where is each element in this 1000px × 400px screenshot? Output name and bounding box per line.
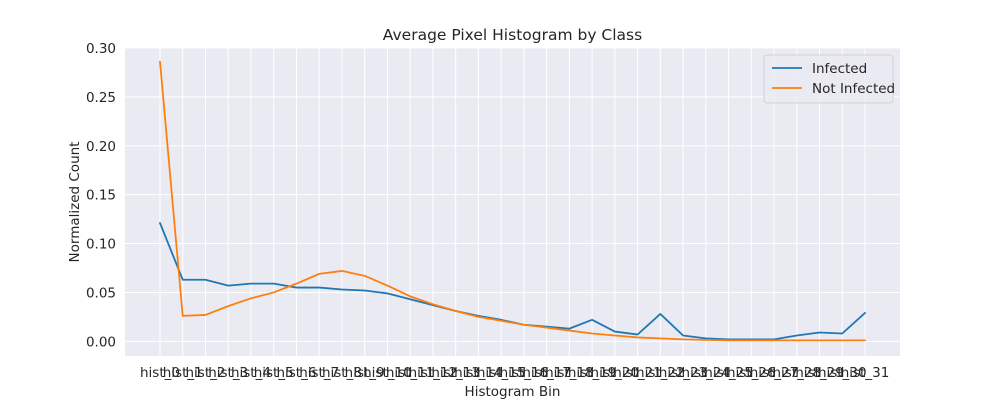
x-tick-labels: hist_0hist_1hist_2hist_3hist_4hist_5hist… bbox=[140, 365, 889, 381]
legend: Infected Not Infected bbox=[763, 54, 895, 104]
x-tick-label: hist_21 bbox=[613, 365, 662, 381]
y-tick-label: 0.20 bbox=[86, 139, 116, 155]
x-tick-label: hist_25 bbox=[704, 365, 753, 381]
x-tick-label: hist_11 bbox=[386, 365, 435, 381]
x-tick-label: hist_28 bbox=[772, 365, 821, 381]
chart-title: Average Pixel Histogram by Class bbox=[383, 26, 642, 44]
x-tick-label: hist_9 bbox=[345, 365, 385, 381]
x-tick-label: hist_1 bbox=[163, 365, 203, 381]
x-tick-label: hist_8 bbox=[322, 365, 362, 381]
x-tick-label: hist_30 bbox=[818, 365, 867, 381]
y-tick-label: 0.30 bbox=[86, 41, 116, 57]
x-tick-label: hist_26 bbox=[727, 365, 776, 381]
y-axis-title: Normalized Count bbox=[67, 142, 83, 263]
y-tick-label: 0.00 bbox=[86, 334, 116, 350]
x-tick-label: hist_17 bbox=[522, 365, 571, 381]
x-tick-label: hist_7 bbox=[299, 365, 339, 381]
x-tick-label: hist_22 bbox=[636, 365, 685, 381]
x-tick-label: hist_4 bbox=[231, 365, 271, 381]
x-tick-label: hist_13 bbox=[431, 365, 480, 381]
x-tick-label: hist_12 bbox=[409, 365, 458, 381]
x-tick-label: hist_19 bbox=[568, 365, 617, 381]
legend-label: Not Infected bbox=[812, 81, 895, 97]
series-line-not-infected bbox=[159, 60, 866, 342]
x-tick-label: hist_6 bbox=[276, 365, 316, 381]
x-tick-label: hist_29 bbox=[795, 365, 844, 381]
y-tick-label: 0.10 bbox=[86, 237, 116, 253]
y-tick-label: 0.05 bbox=[86, 285, 116, 301]
x-tick-label: hist_23 bbox=[659, 365, 708, 381]
legend-label: Infected bbox=[812, 61, 867, 77]
x-tick-label: hist_20 bbox=[591, 365, 640, 381]
x-tick-label: hist_10 bbox=[363, 365, 412, 381]
x-tick-label: hist_31 bbox=[841, 365, 890, 381]
x-tick-label: hist_14 bbox=[454, 365, 503, 381]
x-tick-label: hist_2 bbox=[185, 365, 225, 381]
legend-box bbox=[763, 54, 894, 104]
x-tick-label: hist_24 bbox=[682, 365, 731, 381]
x-tick-label: hist_15 bbox=[477, 365, 526, 381]
x-tick-label: hist_3 bbox=[208, 365, 248, 381]
series-layer bbox=[159, 60, 866, 342]
x-tick-label: hist_0 bbox=[140, 365, 180, 381]
x-tick-label: hist_5 bbox=[254, 365, 294, 381]
x-axis-title: Histogram Bin bbox=[465, 384, 561, 400]
x-tick-label: hist_16 bbox=[500, 365, 549, 381]
x-tick-label: hist_27 bbox=[750, 365, 799, 381]
x-tick-label: hist_18 bbox=[545, 365, 594, 381]
y-tick-label: 0.25 bbox=[86, 90, 116, 106]
y-tick-label: 0.15 bbox=[86, 188, 116, 204]
y-tick-labels: 0.00 0.05 0.10 0.15 0.20 0.25 0.30 bbox=[86, 41, 116, 350]
